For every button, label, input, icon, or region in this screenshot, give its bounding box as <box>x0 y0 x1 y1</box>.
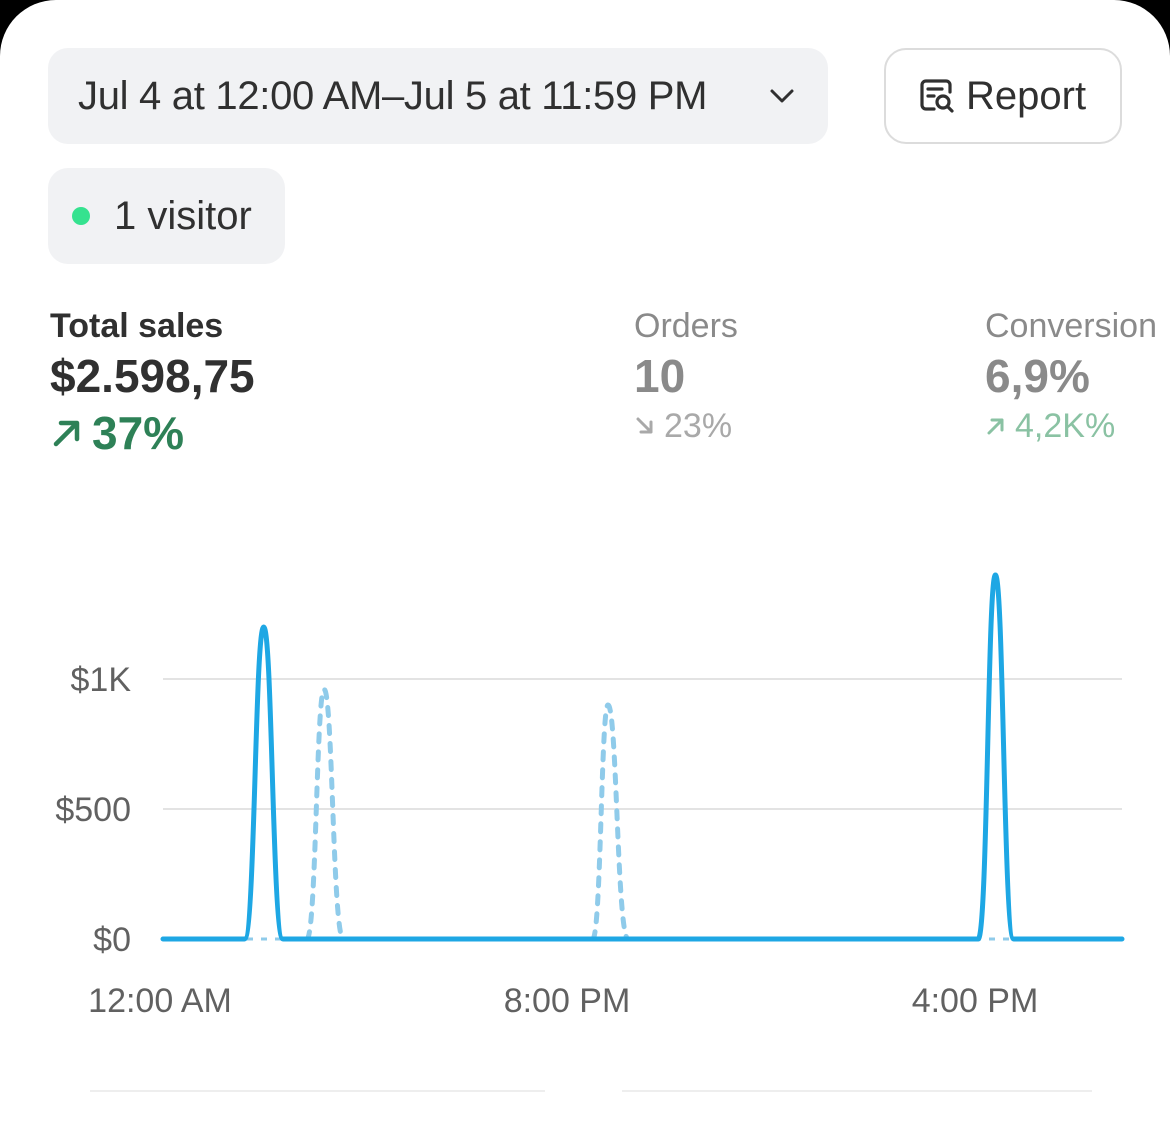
metric-delta: 23% <box>634 404 738 448</box>
arrow-up-right-icon <box>987 418 1004 435</box>
live-status-dot <box>72 207 90 225</box>
sales-line-chart[interactable]: $0 $500 $1K 12:00 AM 8:00 PM 4:00 PM <box>0 540 1170 1040</box>
metric-conversion[interactable]: Conversion 6,9% 4,2K% <box>985 304 1157 448</box>
metric-value: $2.598,75 <box>50 350 255 402</box>
metric-delta-value: 23% <box>664 407 733 445</box>
metric-delta-value: 4,2K% <box>1015 407 1116 445</box>
sales-series-line <box>160 572 1125 942</box>
metric-orders[interactable]: Orders 10 23% <box>634 304 738 448</box>
divider <box>622 1090 1092 1092</box>
metric-delta: 4,2K% <box>985 404 1157 448</box>
live-visitors-badge[interactable]: 1 visitor <box>48 168 285 264</box>
x-tick-label: 8:00 PM <box>504 982 631 1020</box>
metric-value: 10 <box>634 350 686 402</box>
metric-label: Orders <box>634 307 738 345</box>
report-search-icon <box>920 79 954 113</box>
y-tick-label: $1K <box>71 661 132 699</box>
metric-value: 6,9% <box>985 350 1090 402</box>
x-tick-label: 12:00 AM <box>88 982 232 1020</box>
date-range-label: Jul 4 at 12:00 AM–Jul 5 at 11:59 PM <box>78 73 708 118</box>
arrow-down-right-icon <box>636 417 653 434</box>
metric-total-sales[interactable]: Total sales $2.598,75 37% <box>50 304 255 462</box>
live-visitors-label: 1 visitor <box>114 193 252 238</box>
metric-delta-value: 37% <box>92 407 185 459</box>
chevron-down-icon <box>770 89 794 103</box>
arrow-up-right-icon <box>53 420 80 447</box>
comparison-series-line <box>304 686 346 942</box>
metric-label: Total sales <box>50 307 224 345</box>
report-button[interactable]: Report <box>884 48 1122 144</box>
y-tick-label: $500 <box>55 791 131 829</box>
y-tick-label: $0 <box>93 921 131 959</box>
report-button-label: Report <box>966 73 1087 118</box>
date-range-selector[interactable]: Jul 4 at 12:00 AM–Jul 5 at 11:59 PM <box>48 48 828 144</box>
metric-delta: 37% <box>50 404 255 462</box>
comparison-series-line <box>590 702 631 942</box>
x-tick-label: 4:00 PM <box>912 982 1039 1020</box>
divider <box>90 1090 545 1092</box>
metric-label: Conversion <box>985 307 1157 345</box>
